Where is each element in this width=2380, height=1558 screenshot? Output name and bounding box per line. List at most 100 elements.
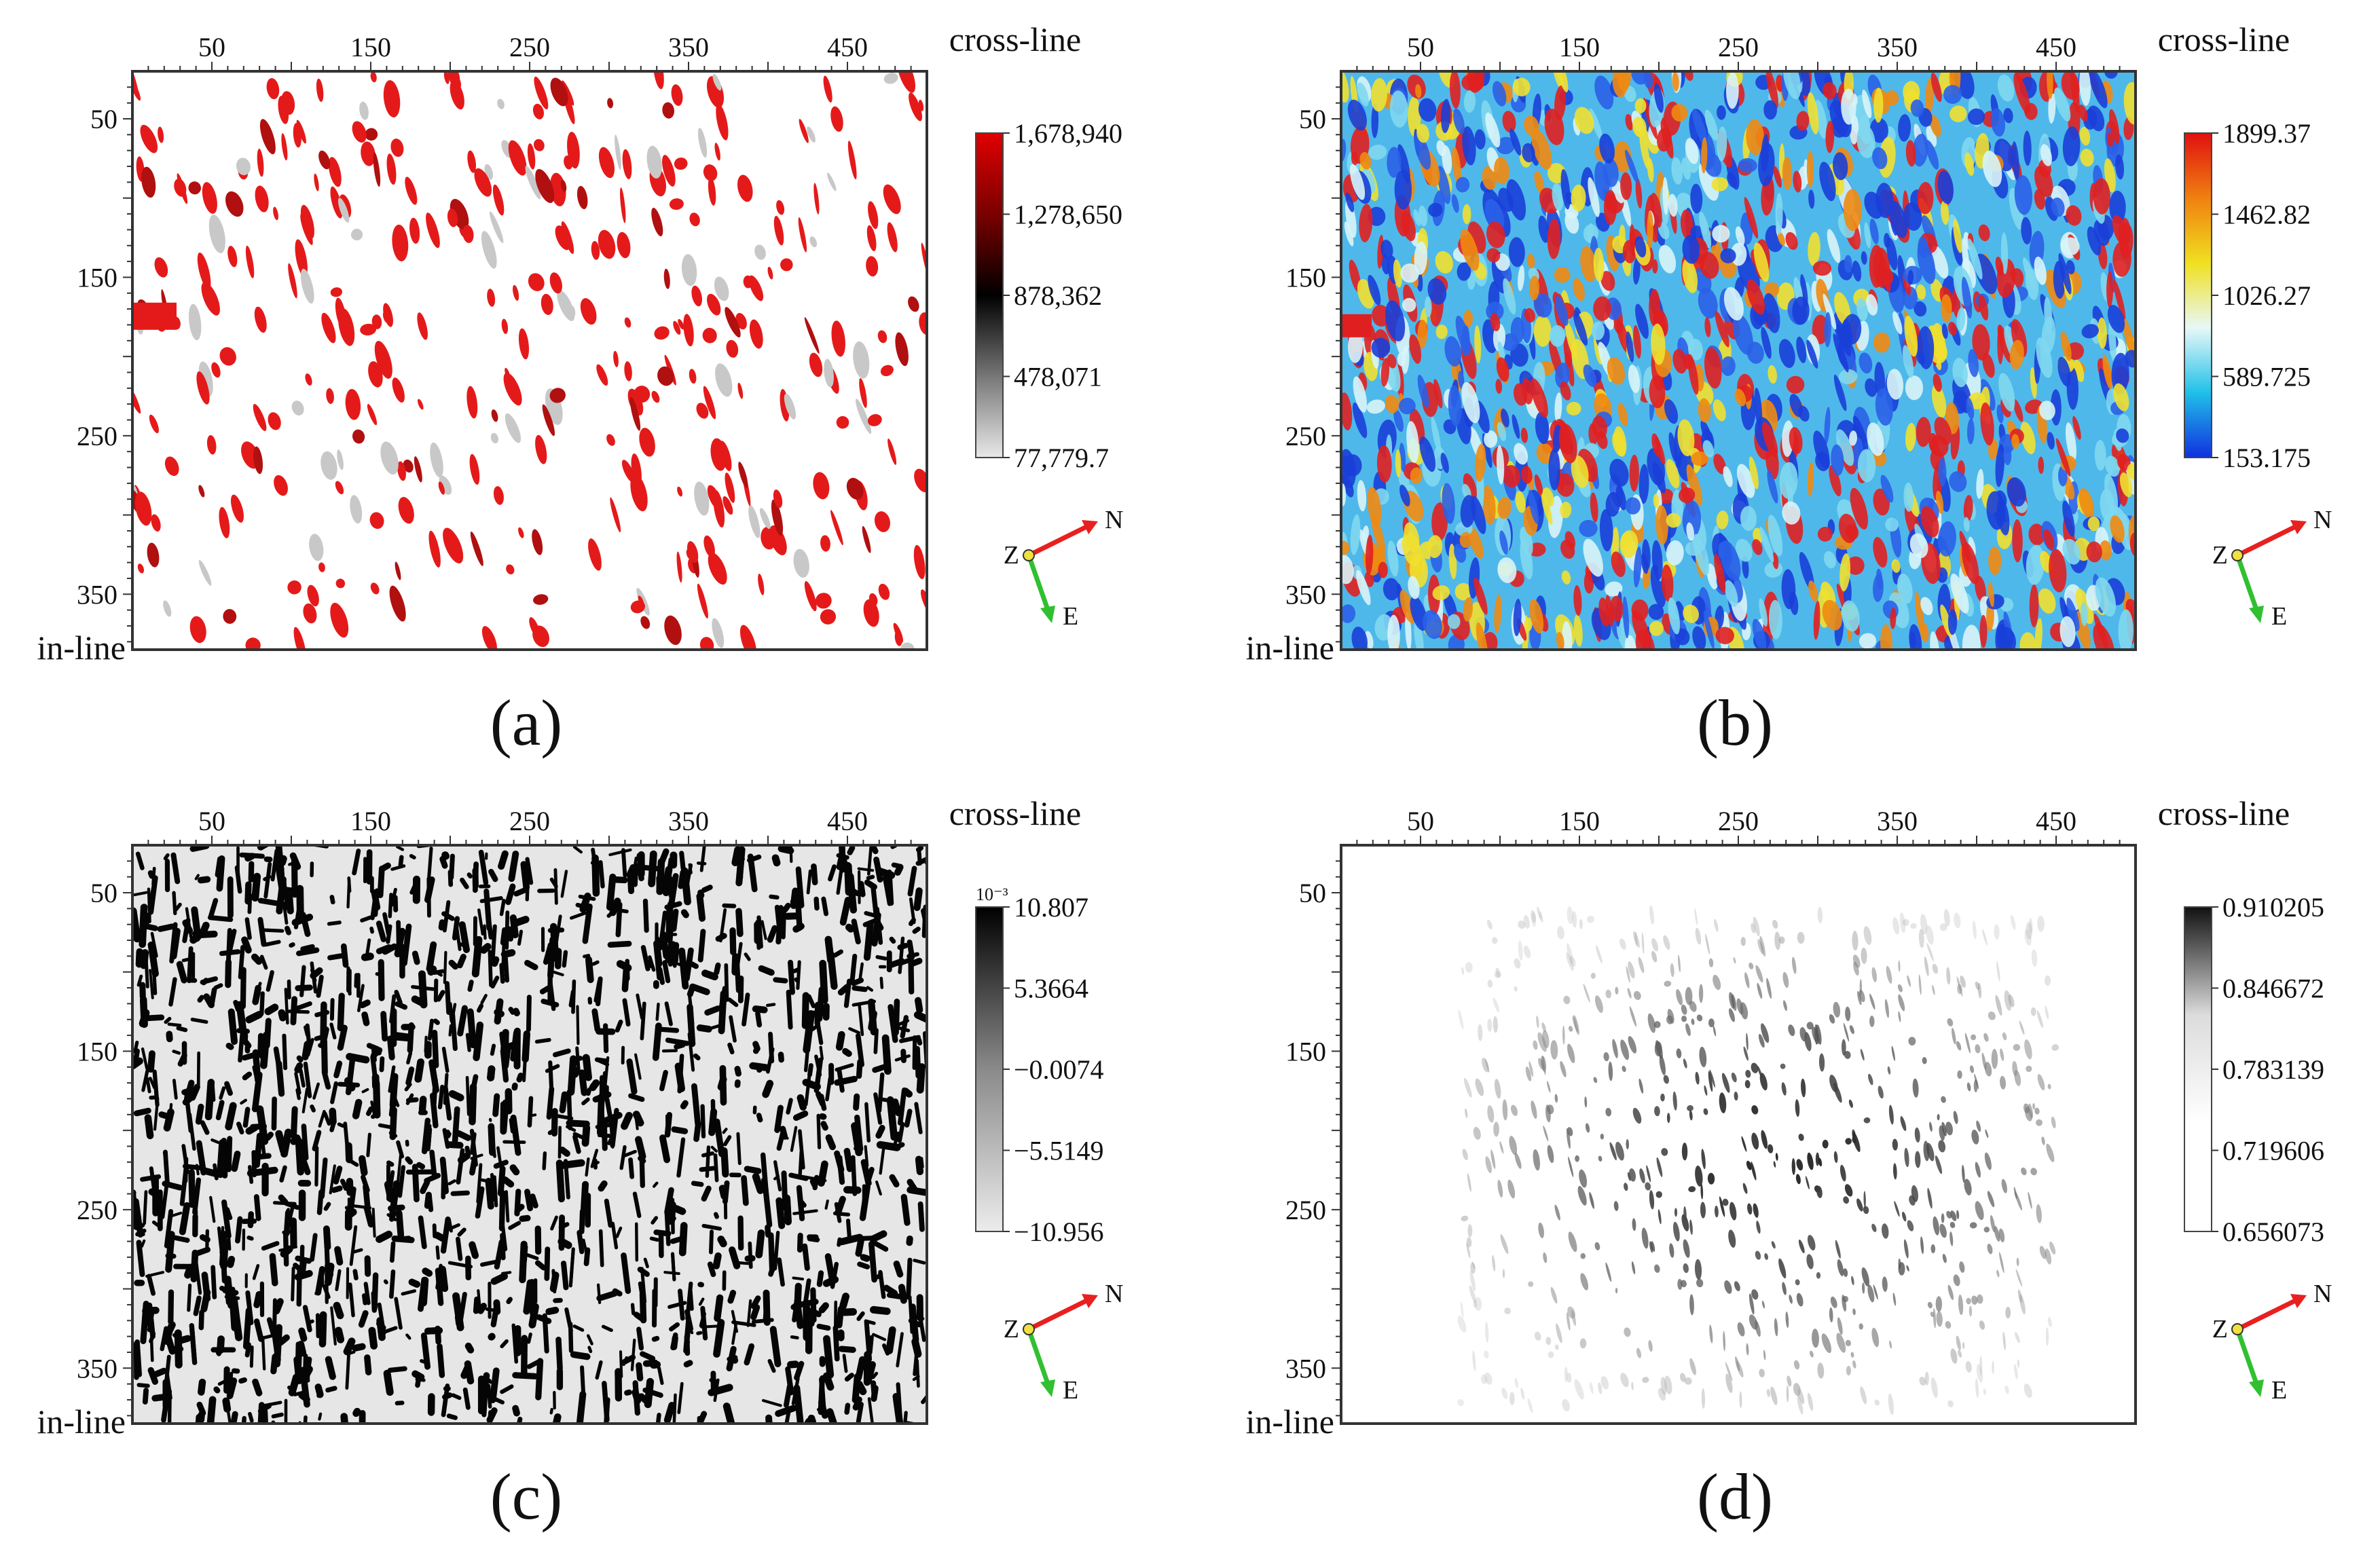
fracture-segment: [201, 1272, 211, 1302]
attribute-patch: [1513, 598, 1522, 637]
fracture-segment: [513, 887, 528, 897]
fracture-segment: [132, 1057, 143, 1070]
fracture-segment: [875, 1125, 885, 1139]
anomaly-blob: [469, 453, 480, 485]
fracture-segment: [272, 1298, 277, 1339]
anomaly-blob: [686, 541, 699, 563]
coherence-mark: [1791, 1158, 1796, 1175]
attribute-patch: [1494, 157, 1509, 185]
coherence-mark: [1863, 1206, 1869, 1214]
coherence-mark: [1763, 1350, 1766, 1360]
anomaly-blob: [481, 626, 497, 650]
attribute-patch: [2060, 237, 2080, 256]
fracture-segment: [615, 902, 623, 938]
fracture-segment: [388, 1131, 398, 1138]
colorbar-label: 0.719606: [2222, 1136, 2324, 1166]
coherence-mark: [1560, 1060, 1567, 1077]
attribute-patch: [1574, 107, 1594, 134]
anomaly-blob: [492, 184, 505, 216]
fracture-segment: [278, 1009, 287, 1022]
attribute-patch: [1873, 537, 1888, 568]
fracture-segment: [660, 931, 670, 959]
attribute-patch: [1599, 508, 1613, 552]
coherence-mark: [1583, 983, 1590, 1003]
fracture-segment: [225, 927, 232, 967]
colorbar-label: 1,278,650: [1014, 200, 1122, 230]
attribute-patch: [1762, 422, 1778, 458]
attribute-patch: [1752, 539, 1763, 555]
fracture-segment: [251, 1150, 257, 1178]
z-label: Z: [1004, 541, 1019, 570]
attribute-patch: [1626, 331, 1634, 363]
coherence-mark: [1987, 1244, 1993, 1255]
fracture-segment: [552, 970, 564, 977]
attribute-patch: [1990, 108, 2005, 137]
attribute-patch: [1806, 339, 1818, 369]
coherence-mark: [1507, 1179, 1516, 1199]
fracture-segment: [714, 1118, 725, 1157]
anomaly-blob: [535, 168, 555, 204]
attribute-patch: [1995, 443, 2005, 487]
fracture-segment: [151, 1220, 163, 1229]
coherence-mark: [1884, 999, 1890, 1018]
attribute-patch: [2029, 584, 2039, 627]
anomaly-blob: [361, 141, 376, 166]
coherence-mark: [1739, 1391, 1742, 1409]
coherence-mark: [1953, 1111, 1958, 1124]
fracture-segment: [151, 1367, 168, 1378]
fracture-segment: [655, 1413, 661, 1424]
coherence-mark: [1971, 1295, 1978, 1305]
coherence-mark: [1801, 1078, 1806, 1098]
fracture-segment: [665, 908, 670, 934]
coherence-mark: [1766, 1388, 1771, 1397]
attribute-patch: [2109, 190, 2126, 224]
coherence-mark: [1818, 1157, 1823, 1167]
coherence-mark: [1833, 1151, 1838, 1164]
coherence-mark: [1598, 1155, 1603, 1162]
coherence-mark: [1868, 1073, 1873, 1086]
coherence-mark: [2046, 1143, 2055, 1162]
coherence-mark: [1568, 1026, 1573, 1032]
coherence-mark: [2047, 1316, 2052, 1327]
attribute-patch: [1492, 81, 1507, 107]
fracture-segment: [557, 1238, 572, 1249]
attribute-patch: [1712, 225, 1730, 243]
coherence-mark: [1935, 1296, 1943, 1312]
fracture-segment: [149, 1077, 156, 1090]
attribute-patch: [2099, 540, 2112, 561]
attribute-patch: [1925, 140, 1939, 170]
coherence-mark: [1723, 1331, 1725, 1352]
attribute-patch: [1349, 164, 1366, 200]
fracture-segment: [325, 1386, 337, 1393]
attribute-patch: [1603, 189, 1617, 225]
anomaly-blob: [223, 609, 237, 624]
fracture-segment: [383, 1369, 394, 1396]
fracture-segment: [448, 1090, 464, 1102]
fracture-segment: [560, 870, 568, 898]
anomaly-blob: [868, 201, 879, 229]
x-tick-label: 150: [350, 32, 391, 62]
coherence-mark: [1887, 1066, 1891, 1075]
coherence-mark: [1550, 1039, 1558, 1060]
coherence-mark: [1956, 1210, 1960, 1219]
anomaly-blob: [202, 182, 217, 214]
attribute-patch: [1497, 422, 1507, 441]
fracture-segment: [252, 1049, 261, 1083]
fracture-segment: [303, 1415, 308, 1424]
x-tick-label: 250: [509, 806, 550, 836]
fracture-segment: [376, 921, 387, 942]
coherence-mark: [1898, 960, 1901, 972]
coherence-mark: [1533, 1149, 1540, 1171]
coherence-mark: [1492, 1255, 1496, 1272]
anomaly-blob: [352, 429, 365, 444]
anomaly-blob: [847, 141, 857, 180]
coherence-mark: [1852, 1360, 1856, 1369]
fracture-segment: [554, 914, 562, 946]
anomaly-blob: [527, 143, 536, 170]
anomaly-blob: [189, 616, 206, 644]
fracture-segment: [568, 989, 576, 1007]
panel-label: (c): [490, 1460, 563, 1533]
fracture-segment: [147, 870, 155, 879]
coherence-mark: [1786, 1385, 1789, 1403]
fracture-segment: [626, 1058, 638, 1095]
